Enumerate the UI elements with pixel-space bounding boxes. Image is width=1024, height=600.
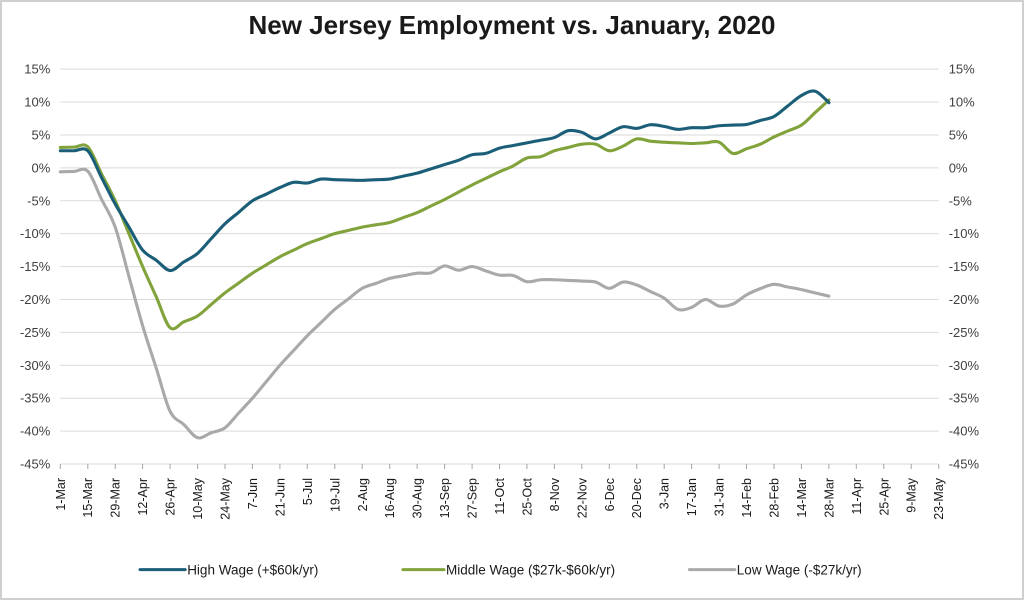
svg-text:15%: 15% (24, 62, 50, 77)
svg-text:30-Aug: 30-Aug (411, 478, 425, 518)
svg-text:15%: 15% (949, 62, 975, 77)
svg-text:Low Wage (-$27k/yr): Low Wage (-$27k/yr) (737, 563, 862, 578)
svg-text:22-Nov: 22-Nov (575, 477, 589, 518)
svg-text:9-May: 9-May (905, 477, 919, 512)
svg-text:-35%: -35% (20, 391, 51, 406)
svg-text:-30%: -30% (20, 358, 51, 373)
svg-text:28-Feb: 28-Feb (768, 478, 782, 518)
svg-text:0%: 0% (949, 160, 968, 175)
svg-text:Middle Wage ($27k-$60k/yr): Middle Wage ($27k-$60k/yr) (446, 563, 615, 578)
svg-text:-15%: -15% (20, 259, 51, 274)
svg-text:5-Jul: 5-Jul (301, 478, 315, 505)
svg-text:15-Mar: 15-Mar (81, 478, 95, 518)
svg-text:14-Mar: 14-Mar (795, 478, 809, 518)
svg-text:19-Jul: 19-Jul (328, 478, 342, 512)
svg-text:25-Oct: 25-Oct (520, 477, 534, 515)
svg-text:8-Nov: 8-Nov (548, 477, 562, 511)
svg-text:20-Dec: 20-Dec (630, 478, 644, 518)
svg-text:11-Oct: 11-Oct (493, 477, 507, 514)
svg-text:High Wage (+$60k/yr): High Wage (+$60k/yr) (187, 563, 318, 578)
svg-text:-25%: -25% (949, 325, 980, 340)
svg-text:-40%: -40% (949, 424, 980, 439)
svg-text:27-Sep: 27-Sep (466, 478, 480, 518)
svg-text:25-Apr: 25-Apr (877, 478, 891, 516)
svg-text:-25%: -25% (20, 325, 51, 340)
svg-text:1-Mar: 1-Mar (54, 478, 68, 511)
svg-text:-30%: -30% (949, 358, 980, 373)
svg-text:6-Dec: 6-Dec (603, 478, 617, 511)
svg-text:3-Jan: 3-Jan (658, 478, 672, 509)
svg-text:-15%: -15% (949, 259, 980, 274)
svg-text:-20%: -20% (20, 292, 51, 307)
svg-text:-5%: -5% (949, 193, 973, 208)
svg-text:-35%: -35% (949, 391, 980, 406)
svg-text:-10%: -10% (949, 226, 980, 241)
svg-text:31-Jan: 31-Jan (713, 478, 727, 516)
svg-text:11-Apr: 11-Apr (850, 478, 864, 515)
svg-text:2-Aug: 2-Aug (356, 478, 370, 511)
svg-text:-40%: -40% (20, 424, 51, 439)
svg-text:12-Apr: 12-Apr (136, 478, 150, 516)
svg-text:10%: 10% (24, 95, 50, 110)
svg-text:29-Mar: 29-Mar (109, 478, 123, 518)
svg-text:0%: 0% (32, 160, 51, 175)
svg-text:16-Aug: 16-Aug (383, 478, 397, 518)
svg-text:-10%: -10% (20, 226, 51, 241)
svg-text:14-Feb: 14-Feb (740, 478, 754, 518)
svg-text:21-Jun: 21-Jun (273, 478, 287, 516)
svg-text:5%: 5% (32, 127, 51, 142)
svg-text:13-Sep: 13-Sep (438, 478, 452, 518)
svg-text:-20%: -20% (949, 292, 980, 307)
svg-text:28-Mar: 28-Mar (822, 478, 836, 518)
svg-text:24-May: 24-May (219, 477, 233, 519)
svg-text:-5%: -5% (27, 193, 51, 208)
svg-text:23-May: 23-May (932, 477, 946, 519)
svg-text:7-Jun: 7-Jun (246, 478, 260, 509)
svg-text:10-May: 10-May (191, 477, 205, 519)
svg-text:-45%: -45% (20, 457, 51, 472)
svg-text:17-Jan: 17-Jan (685, 478, 699, 516)
svg-text:-45%: -45% (949, 457, 980, 472)
svg-text:10%: 10% (949, 95, 975, 110)
svg-text:5%: 5% (949, 127, 968, 142)
svg-text:26-Apr: 26-Apr (164, 478, 178, 516)
